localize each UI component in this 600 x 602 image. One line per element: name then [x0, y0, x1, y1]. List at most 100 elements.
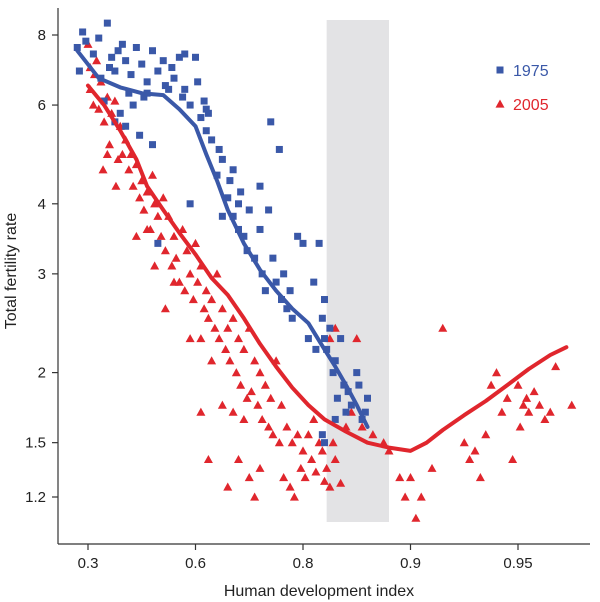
data-point-triangle — [207, 356, 217, 365]
data-point-square — [288, 314, 296, 322]
x-tick-label: 0.6 — [185, 555, 206, 572]
data-point-square — [342, 408, 350, 416]
data-point-triangle — [551, 362, 561, 371]
data-point-square — [161, 82, 169, 90]
data-point-triangle — [352, 334, 362, 343]
data-point-triangle — [221, 344, 231, 353]
data-point-triangle — [139, 205, 149, 214]
data-point-triangle — [239, 414, 249, 424]
data-point-triangle — [217, 400, 227, 409]
data-point-triangle — [427, 463, 437, 472]
data-point-square — [140, 93, 148, 101]
data-point-triangle — [529, 387, 539, 396]
x-axis-title: Human development index — [224, 583, 414, 600]
data-point-square — [229, 212, 237, 220]
data-point-square — [321, 335, 328, 343]
data-point-square — [218, 212, 226, 220]
data-point-square — [280, 270, 288, 278]
data-point-triangle — [169, 277, 179, 286]
legend: 1975 2005 — [495, 63, 549, 114]
data-point-triangle — [99, 117, 109, 126]
data-point-square — [118, 40, 126, 48]
data-point-triangle — [287, 438, 297, 447]
data-point-triangle — [524, 407, 534, 416]
data-point-triangle — [495, 99, 505, 108]
data-point-square — [312, 345, 320, 353]
data-point-triangle — [246, 387, 256, 396]
data-point-triangle — [244, 473, 254, 482]
y-tick-label: 1.5 — [25, 435, 46, 452]
data-point-triangle — [328, 438, 338, 447]
trend-layer — [75, 48, 569, 453]
x-tick-label: 0.8 — [293, 555, 314, 572]
data-point-triangle — [264, 422, 274, 431]
data-point-square — [361, 408, 369, 416]
data-point-square — [143, 78, 151, 86]
data-point-triangle — [185, 269, 195, 278]
data-point-triangle — [242, 393, 252, 402]
data-point-square — [181, 50, 189, 58]
data-point-square — [154, 67, 162, 75]
data-point-triangle — [102, 149, 112, 158]
data-point-square — [275, 145, 283, 153]
data-point-triangle — [465, 454, 475, 464]
y-tick-label: 6 — [38, 97, 46, 114]
data-point-square — [103, 19, 111, 27]
data-point-square — [175, 53, 183, 61]
data-point-square — [181, 85, 189, 93]
data-point-square — [149, 47, 156, 55]
data-point-square — [200, 97, 208, 105]
y-axis-title: Total fertility rate — [3, 213, 20, 330]
data-point-triangle — [228, 313, 238, 322]
data-point-triangle — [300, 473, 310, 482]
data-point-square — [272, 278, 280, 286]
x-tick-label: 0.3 — [78, 555, 99, 572]
data-point-square — [149, 141, 156, 149]
data-point-triangle — [88, 100, 98, 109]
data-point-triangle — [475, 473, 485, 482]
data-point-square — [321, 439, 328, 447]
data-point-square — [321, 296, 328, 304]
data-point-triangle — [406, 473, 415, 482]
data-point-square — [125, 89, 133, 97]
data-point-square — [224, 194, 232, 202]
data-point-square — [286, 287, 294, 295]
data-point-square — [122, 57, 130, 65]
data-point-triangle — [150, 261, 160, 270]
data-point-triangle — [98, 165, 108, 174]
data-point-square — [256, 182, 264, 190]
data-point-triangle — [111, 181, 121, 190]
y-tick-label: 2 — [38, 365, 46, 382]
data-point-square — [283, 305, 291, 313]
axes: 1.2 1.5 2 3 4 6 8 0.3 0.6 0.8 0.9 0.95 — [25, 8, 590, 572]
data-point-square — [347, 401, 355, 409]
data-point-square — [213, 171, 221, 179]
trend-line-2005 — [86, 83, 569, 453]
data-point-triangle — [113, 154, 123, 163]
data-point-triangle — [293, 430, 303, 439]
legend-label-2005: 2005 — [513, 97, 549, 114]
data-point-square — [245, 206, 253, 214]
data-point-triangle — [169, 231, 179, 240]
data-point-square — [208, 136, 216, 144]
data-point-triangle — [142, 187, 152, 196]
data-point-triangle — [282, 422, 292, 431]
data-point-triangle — [289, 492, 299, 501]
data-point-square — [89, 50, 97, 58]
data-point-triangle — [94, 104, 104, 113]
data-point-triangle — [193, 277, 203, 286]
data-point-triangle — [438, 323, 448, 332]
data-point-triangle — [199, 304, 209, 313]
data-point-triangle — [185, 334, 195, 343]
data-point-triangle — [279, 473, 289, 482]
data-point-triangle — [250, 492, 260, 501]
data-point-triangle — [416, 492, 426, 501]
legend-label-1975: 1975 — [513, 63, 549, 80]
data-point-triangle — [535, 400, 544, 409]
data-point-triangle — [167, 261, 177, 270]
data-point-triangle — [322, 463, 332, 472]
data-point-square — [364, 394, 371, 402]
data-point-square — [355, 381, 363, 389]
data-point-square — [318, 314, 326, 322]
